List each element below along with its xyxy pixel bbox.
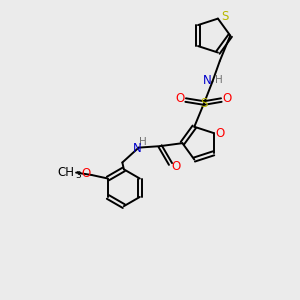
Text: N: N xyxy=(203,74,212,87)
Text: CH: CH xyxy=(58,166,75,179)
Text: S: S xyxy=(200,97,208,110)
Text: O: O xyxy=(175,92,184,105)
Text: O: O xyxy=(172,160,181,173)
Text: O: O xyxy=(223,92,232,105)
Text: S: S xyxy=(221,10,228,23)
Text: O: O xyxy=(216,127,225,140)
Text: H: H xyxy=(215,75,223,85)
Text: 3: 3 xyxy=(75,171,81,180)
Text: O: O xyxy=(82,167,91,180)
Text: H: H xyxy=(139,137,147,147)
Text: N: N xyxy=(133,142,142,155)
